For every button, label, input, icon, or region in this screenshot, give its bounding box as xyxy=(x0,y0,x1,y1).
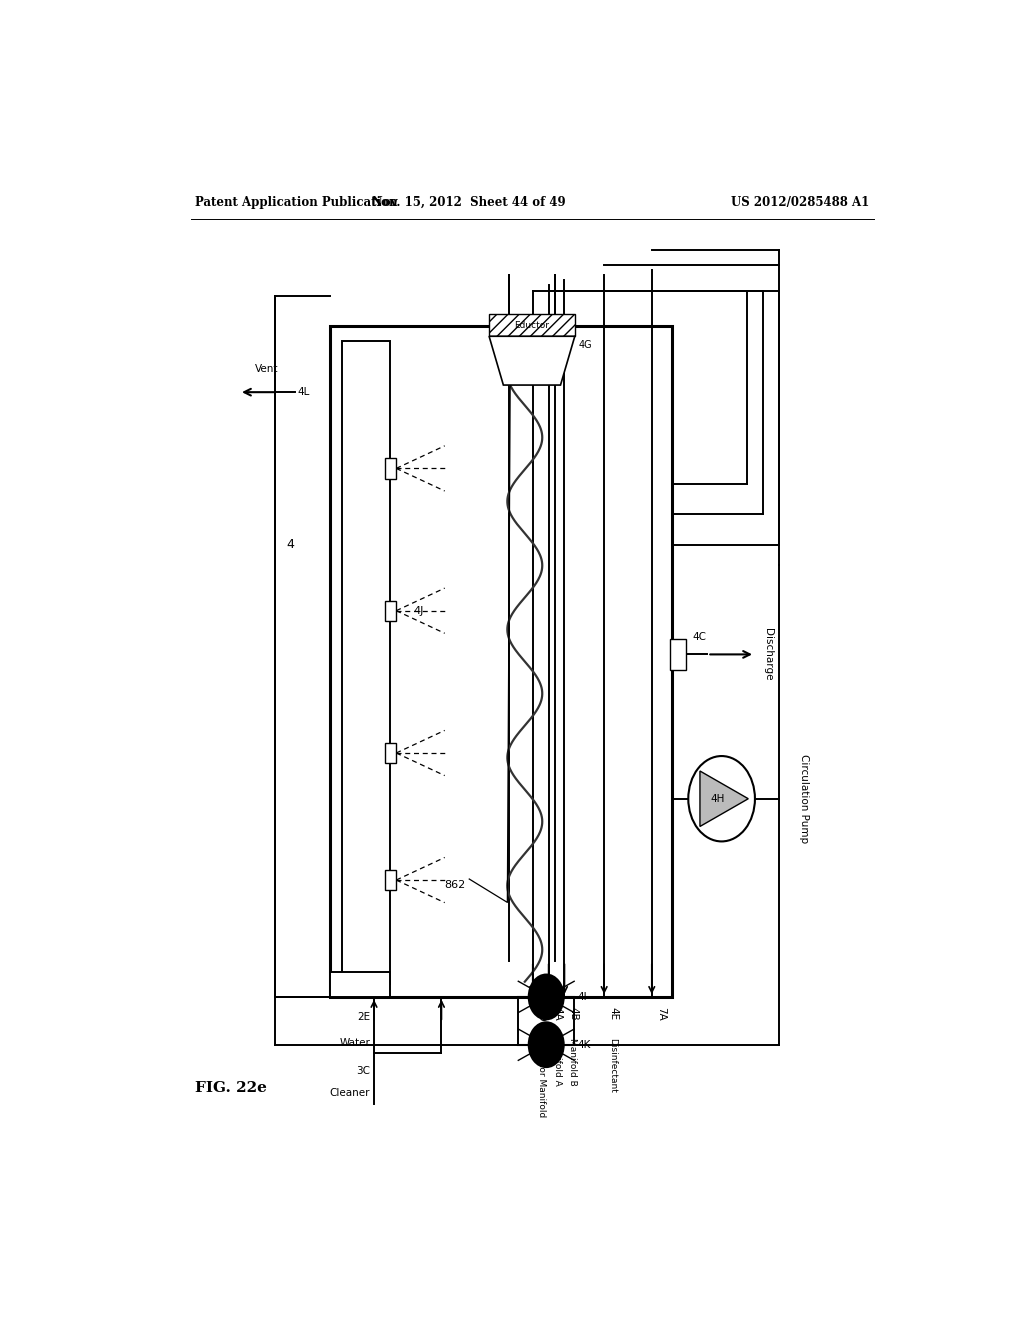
Bar xyxy=(342,342,390,983)
Circle shape xyxy=(688,756,755,841)
Bar xyxy=(385,870,396,890)
Text: Vent: Vent xyxy=(255,364,279,374)
Text: 4D: 4D xyxy=(537,1007,547,1022)
Text: Disinfectant: Disinfectant xyxy=(608,1038,617,1093)
Text: 4H: 4H xyxy=(711,793,725,804)
Text: 4I: 4I xyxy=(578,991,588,1002)
Text: 7A: 7A xyxy=(655,1007,666,1020)
Bar xyxy=(489,314,574,337)
Circle shape xyxy=(528,974,563,1019)
Text: 3C: 3C xyxy=(356,1067,370,1076)
Bar xyxy=(385,743,396,763)
Text: 4G: 4G xyxy=(579,341,593,350)
Text: 4E: 4E xyxy=(608,1007,618,1020)
Text: 4B: 4B xyxy=(568,1007,579,1020)
Polygon shape xyxy=(489,337,574,385)
Bar xyxy=(670,639,686,669)
Text: 4: 4 xyxy=(287,539,295,552)
Text: FIG. 22e: FIG. 22e xyxy=(196,1081,267,1096)
Text: 4K: 4K xyxy=(578,1040,591,1049)
Text: Discharge: Discharge xyxy=(763,628,773,681)
Text: Eductor: Eductor xyxy=(514,321,550,330)
Text: Elevator Manifold: Elevator Manifold xyxy=(537,1038,546,1117)
Text: US 2012/0285488 A1: US 2012/0285488 A1 xyxy=(731,195,869,209)
Text: 2E: 2E xyxy=(357,1012,370,1022)
Bar xyxy=(385,601,396,620)
Text: Patent Application Publication: Patent Application Publication xyxy=(196,195,398,209)
Text: 4C: 4C xyxy=(692,632,707,643)
Polygon shape xyxy=(700,771,749,826)
Text: 4J: 4J xyxy=(414,606,424,615)
Bar xyxy=(331,326,672,997)
Bar xyxy=(331,972,390,997)
Bar xyxy=(385,458,396,479)
Text: 4A: 4A xyxy=(553,1007,562,1020)
Text: Manifold A: Manifold A xyxy=(553,1038,561,1085)
Circle shape xyxy=(528,1022,563,1067)
Text: Nov. 15, 2012  Sheet 44 of 49: Nov. 15, 2012 Sheet 44 of 49 xyxy=(373,195,566,209)
Text: Circulation Pump: Circulation Pump xyxy=(799,754,809,843)
Text: Water: Water xyxy=(339,1038,370,1048)
Text: 4L: 4L xyxy=(297,387,309,397)
Text: 862: 862 xyxy=(443,880,465,890)
Text: Manifold B: Manifold B xyxy=(568,1038,578,1085)
Text: Cleaner: Cleaner xyxy=(330,1089,370,1098)
